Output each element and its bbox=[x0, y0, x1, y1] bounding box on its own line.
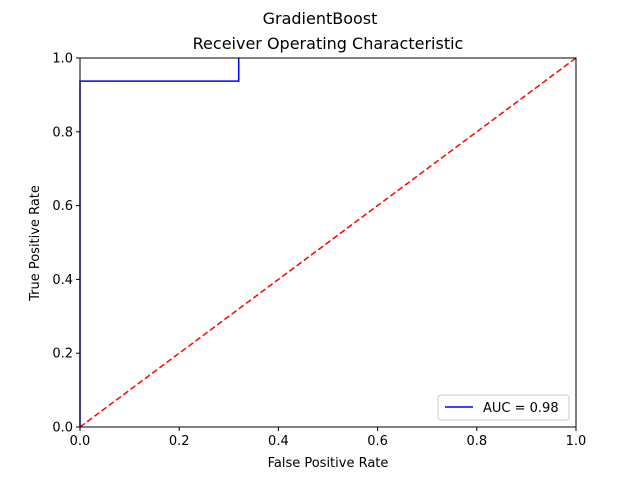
legend-label-auc: AUC = 0.98 bbox=[483, 401, 559, 416]
y-tick-label: 0.8 bbox=[52, 125, 73, 140]
y-tick-label: 0.6 bbox=[52, 199, 73, 214]
x-tick-label: 0.2 bbox=[169, 434, 190, 449]
plot-area bbox=[79, 57, 577, 428]
chance-line bbox=[79, 57, 577, 428]
y-tick-label: 1.0 bbox=[52, 52, 73, 67]
legend-box bbox=[437, 394, 570, 421]
x-tick-label: 0.0 bbox=[70, 434, 91, 449]
x-tick-label: 1.0 bbox=[566, 434, 587, 449]
y-axis-label: True Positive Rate bbox=[28, 185, 43, 302]
y-axis: 0.0 0.2 0.4 0.6 0.8 1.0 bbox=[52, 52, 80, 436]
x-tick-label: 0.4 bbox=[268, 434, 289, 449]
roc-curve-line bbox=[79, 58, 240, 427]
chart-suptitle: GradientBoost bbox=[263, 9, 378, 28]
x-tick-label: 0.8 bbox=[466, 434, 487, 449]
chart-title: Receiver Operating Characteristic bbox=[193, 34, 464, 53]
x-axis: 0.0 0.2 0.4 0.6 0.8 1.0 bbox=[70, 427, 587, 449]
y-tick-label: 0.2 bbox=[52, 347, 73, 362]
y-tick-label: 0.0 bbox=[52, 421, 73, 436]
x-tick-label: 0.6 bbox=[367, 434, 388, 449]
legend: AUC = 0.98 bbox=[437, 394, 570, 421]
y-tick-label: 0.4 bbox=[52, 273, 73, 288]
plot-frame bbox=[79, 57, 577, 428]
x-axis-label: False Positive Rate bbox=[268, 456, 389, 471]
